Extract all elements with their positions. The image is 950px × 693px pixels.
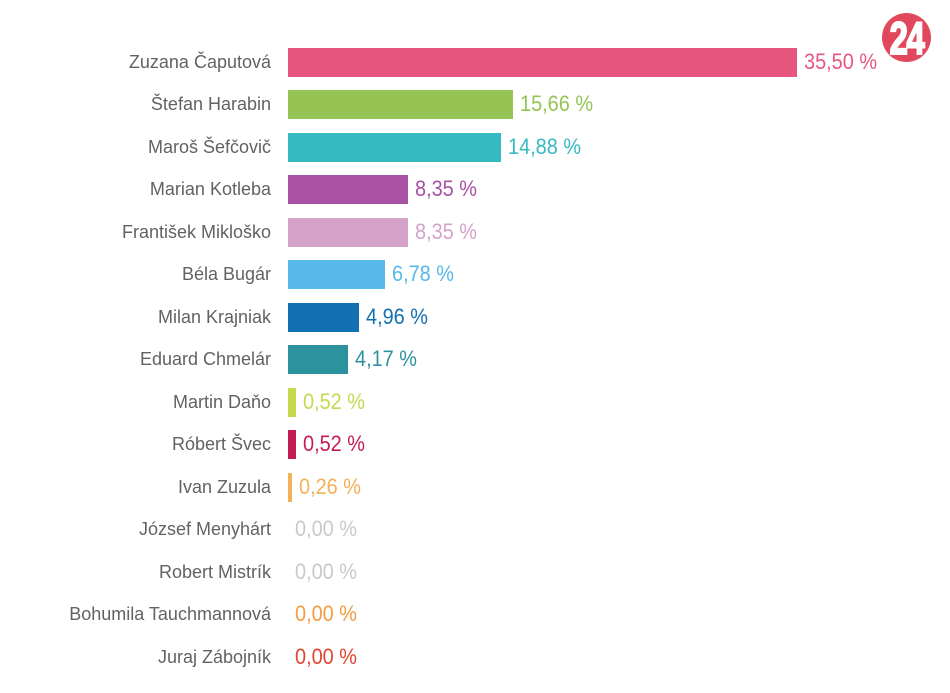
svg-text:24: 24 [890, 14, 925, 62]
